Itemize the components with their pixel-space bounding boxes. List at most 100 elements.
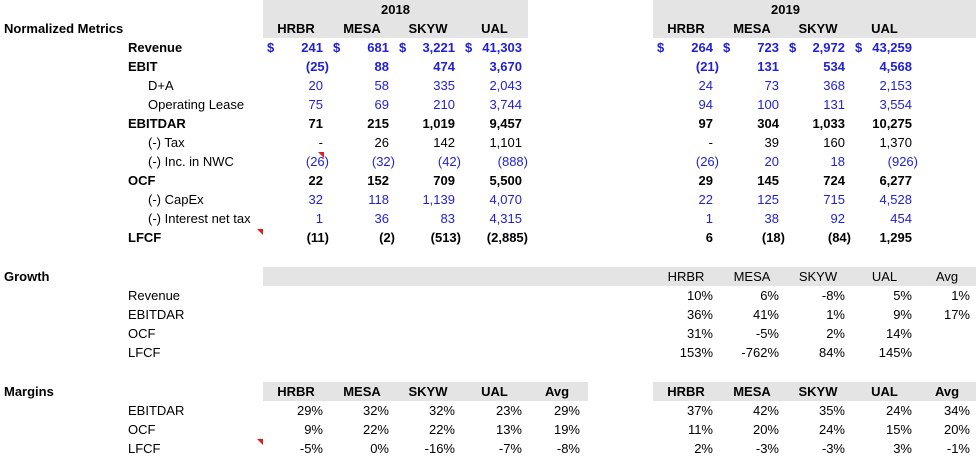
metric-cell[interactable]: 29 xyxy=(698,173,713,188)
metric-cell[interactable]: 1,139 xyxy=(422,192,455,207)
growth-cell[interactable]: 84% xyxy=(818,345,845,360)
margin-cell[interactable]: 20% xyxy=(943,422,970,437)
growth-cell[interactable]: -5% xyxy=(755,326,779,341)
metric-cell[interactable]: 71 xyxy=(308,116,323,131)
margin-cell[interactable]: 15% xyxy=(885,422,912,437)
metric-cell[interactable]: 142 xyxy=(433,135,455,150)
metric-cell[interactable]: 4,315 xyxy=(489,211,522,226)
metric-cell[interactable]: 6,277 xyxy=(879,173,912,188)
comment-indicator[interactable] xyxy=(257,439,263,445)
margin-cell[interactable]: 0% xyxy=(370,441,389,456)
margin-cell[interactable]: 13% xyxy=(495,422,522,437)
margin-cell[interactable]: 24% xyxy=(885,403,912,418)
margin-cell[interactable]: 24% xyxy=(818,422,845,437)
metric-cell[interactable]: 4,568 xyxy=(879,59,912,74)
margin-cell[interactable]: -3% xyxy=(821,441,845,456)
metric-cell[interactable]: 215 xyxy=(367,116,389,131)
comment-indicator[interactable] xyxy=(257,229,263,235)
margin-cell[interactable]: 42% xyxy=(752,403,779,418)
margin-cell[interactable]: 20% xyxy=(752,422,779,437)
metric-cell[interactable]: 75 xyxy=(308,97,323,112)
metric-cell[interactable]: 1,033 xyxy=(812,116,845,131)
metric-cell[interactable]: 4,070 xyxy=(489,192,522,207)
metric-cell[interactable]: 1,101 xyxy=(489,135,522,150)
metric-cell[interactable]: 454 xyxy=(890,211,912,226)
metric-cell[interactable]: - xyxy=(708,135,713,150)
metric-cell[interactable]: 125 xyxy=(757,192,779,207)
growth-cell[interactable]: 1% xyxy=(951,288,970,303)
metric-cell[interactable]: 474 xyxy=(433,59,455,74)
margin-cell[interactable]: 34% xyxy=(943,403,970,418)
metric-cell[interactable]: - xyxy=(318,135,323,150)
metric-cell[interactable]: (2) xyxy=(379,230,395,245)
metric-cell[interactable]: (513) xyxy=(430,230,461,245)
growth-cell[interactable] xyxy=(918,343,970,362)
metric-cell[interactable]: 38 xyxy=(764,211,779,226)
metric-cell[interactable]: 145 xyxy=(757,173,779,188)
metric-cell[interactable]: 24 xyxy=(698,78,713,93)
metric-cell[interactable]: 709 xyxy=(433,173,455,188)
metric-cell[interactable]: 335 xyxy=(433,78,455,93)
metric-cell[interactable]: 83 xyxy=(440,211,455,226)
growth-cell[interactable]: 5% xyxy=(893,288,912,303)
metric-cell[interactable]: 92 xyxy=(830,211,845,226)
metric-cell[interactable]: 131 xyxy=(823,97,845,112)
growth-cell[interactable]: 10% xyxy=(686,288,713,303)
metric-cell[interactable]: (2,885) xyxy=(486,230,528,245)
metric-cell[interactable]: 97 xyxy=(698,116,713,131)
metric-cell[interactable]: 264 xyxy=(691,40,713,55)
metric-cell[interactable]: 4,528 xyxy=(879,192,912,207)
metric-cell[interactable]: 1,370 xyxy=(879,135,912,150)
metric-cell[interactable]: 100 xyxy=(757,97,779,112)
metric-cell[interactable]: 5,500 xyxy=(489,173,522,188)
metric-cell[interactable]: (18) xyxy=(761,230,785,245)
metric-cell[interactable]: 41,303 xyxy=(482,40,522,55)
metric-cell[interactable]: 2,043 xyxy=(489,78,522,93)
margin-cell[interactable]: -8% xyxy=(556,441,580,456)
metric-cell[interactable]: 724 xyxy=(823,173,845,188)
margin-cell[interactable]: -5% xyxy=(299,441,323,456)
growth-cell[interactable]: 2% xyxy=(826,326,845,341)
margin-cell[interactable]: 11% xyxy=(687,422,713,437)
metric-cell[interactable]: 304 xyxy=(757,116,779,131)
metric-cell[interactable]: 1 xyxy=(705,211,713,226)
metric-cell[interactable]: 241 xyxy=(301,40,323,55)
metric-cell[interactable]: 94 xyxy=(698,97,713,112)
growth-cell[interactable]: 9% xyxy=(893,307,912,322)
metric-cell[interactable]: 32 xyxy=(308,192,323,207)
metric-cell[interactable]: 131 xyxy=(757,59,779,74)
metric-cell[interactable]: 58 xyxy=(374,78,389,93)
metric-cell[interactable]: 3,221 xyxy=(422,40,455,55)
growth-cell[interactable]: 17% xyxy=(943,307,970,322)
margin-cell[interactable]: 2% xyxy=(694,441,713,456)
metric-cell[interactable]: 88 xyxy=(374,59,389,74)
metric-cell[interactable]: 715 xyxy=(823,192,845,207)
metric-cell[interactable]: 2,972 xyxy=(812,40,845,55)
margin-cell[interactable]: 9% xyxy=(304,422,323,437)
growth-cell[interactable]: 14% xyxy=(885,326,912,341)
growth-cell[interactable]: 6% xyxy=(760,288,779,303)
margin-cell[interactable]: 32% xyxy=(362,403,389,418)
metric-cell[interactable]: (32) xyxy=(371,154,395,169)
growth-cell[interactable] xyxy=(918,324,970,343)
margin-cell[interactable]: 22% xyxy=(362,422,389,437)
metric-cell[interactable]: 1,019 xyxy=(422,116,455,131)
metric-cell[interactable]: 1,295 xyxy=(879,230,912,245)
margin-cell[interactable]: 23% xyxy=(495,403,522,418)
metric-cell[interactable]: 10,275 xyxy=(872,116,912,131)
growth-cell[interactable]: 31% xyxy=(686,326,713,341)
metric-cell[interactable]: 2,153 xyxy=(879,78,912,93)
metric-cell[interactable]: (25) xyxy=(305,59,329,74)
metric-cell[interactable]: 3,744 xyxy=(489,97,522,112)
metric-cell[interactable]: (84) xyxy=(827,230,851,245)
margin-cell[interactable]: 32% xyxy=(428,403,455,418)
metric-cell[interactable]: 43,259 xyxy=(872,40,912,55)
metric-cell[interactable]: 3,554 xyxy=(879,97,912,112)
metric-cell[interactable]: 39 xyxy=(764,135,779,150)
margin-cell[interactable]: 22% xyxy=(428,422,455,437)
margin-cell[interactable]: 35% xyxy=(818,403,845,418)
metric-cell[interactable]: (21) xyxy=(695,59,719,74)
growth-cell[interactable]: -8% xyxy=(821,288,845,303)
margin-cell[interactable]: -3% xyxy=(755,441,779,456)
growth-cell[interactable]: 41% xyxy=(752,307,779,322)
